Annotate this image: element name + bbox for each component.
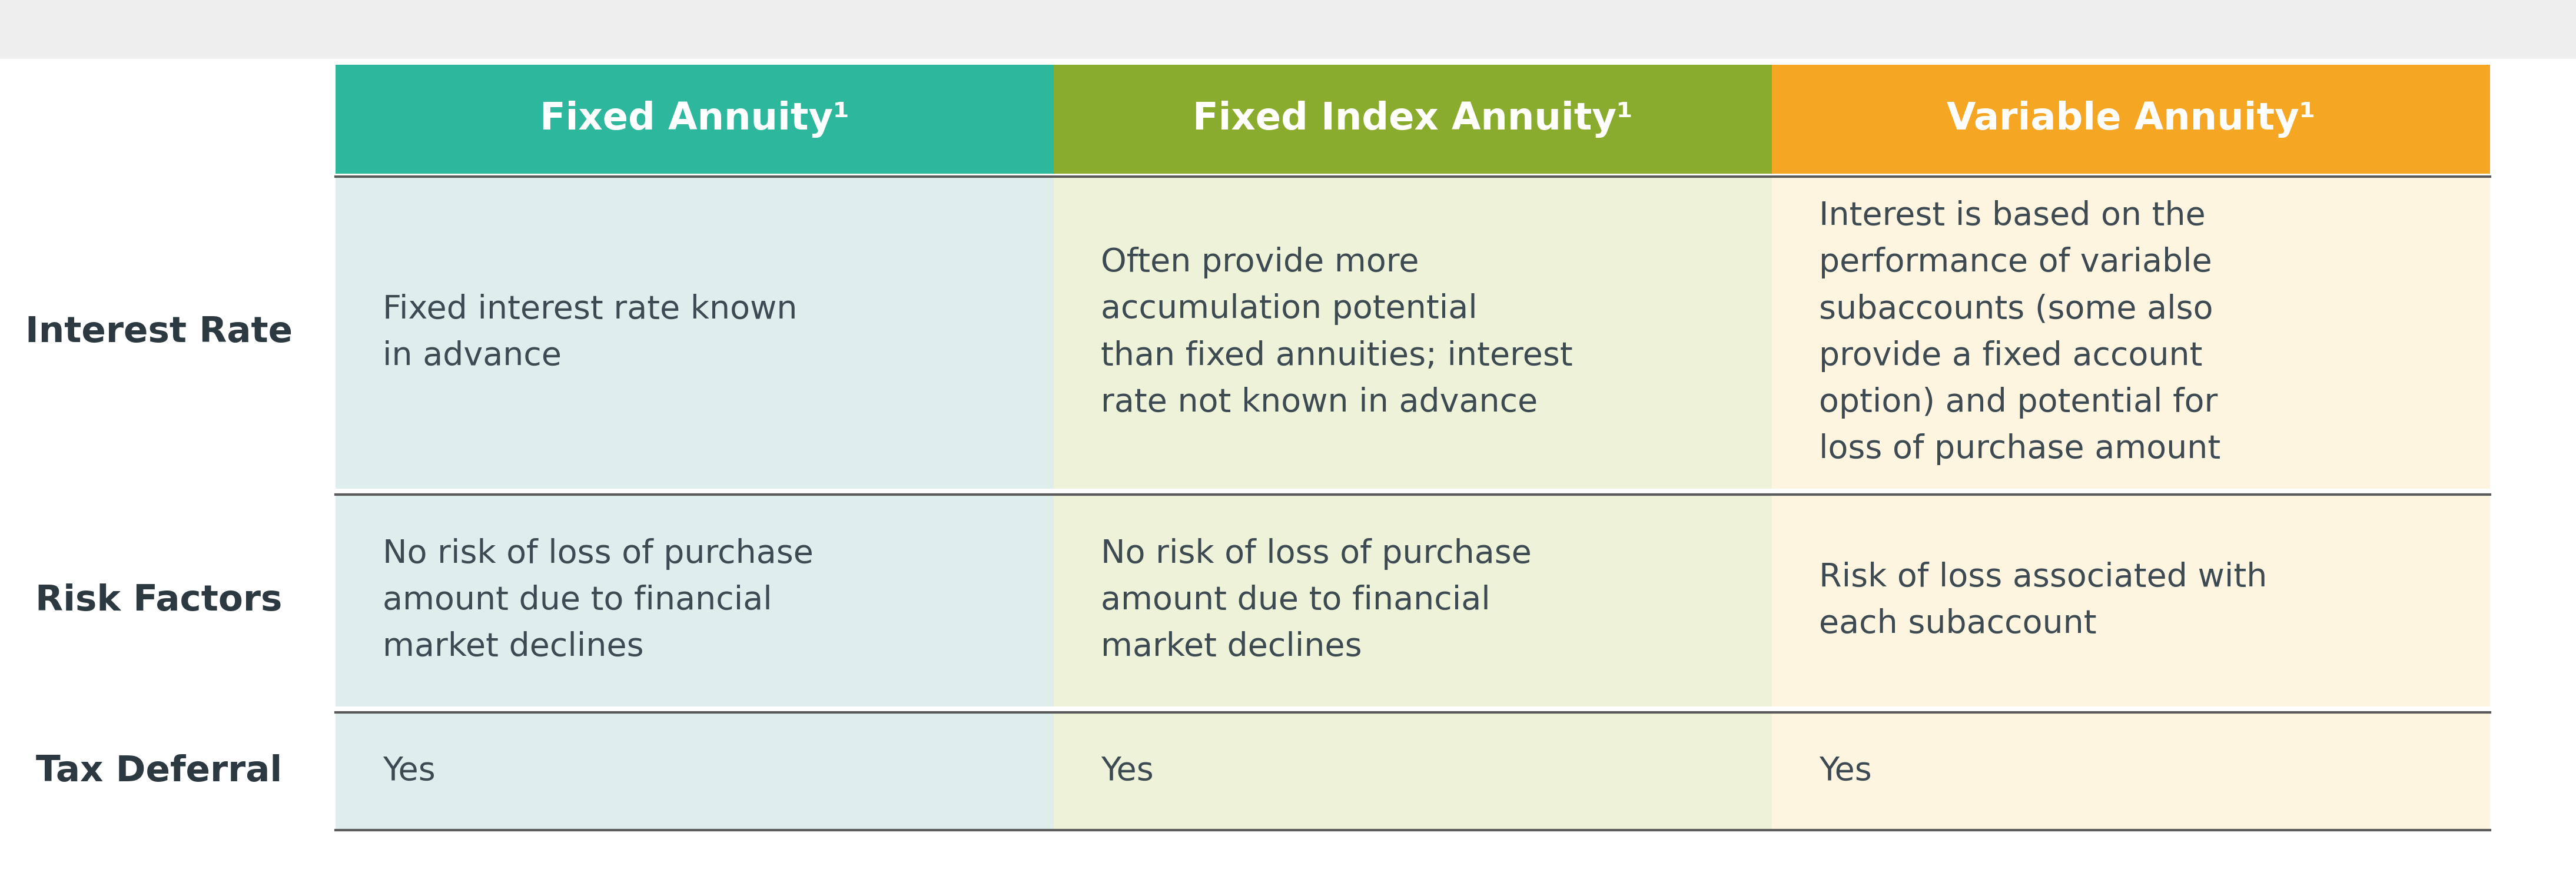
Bar bbox=[335, 712, 1054, 830]
Bar bbox=[335, 65, 1054, 173]
Text: Risk Factors: Risk Factors bbox=[36, 583, 283, 618]
Text: Interest is based on the
performance of variable
subaccounts (some also
provide : Interest is based on the performance of … bbox=[1819, 200, 2221, 465]
Text: Interest Rate: Interest Rate bbox=[26, 316, 294, 350]
Text: Fixed interest rate known
in advance: Fixed interest rate known in advance bbox=[384, 293, 799, 372]
Bar bbox=[1054, 712, 1772, 830]
Text: No risk of loss of purchase
amount due to financial
market declines: No risk of loss of purchase amount due t… bbox=[1100, 538, 1533, 663]
Text: Yes: Yes bbox=[1100, 756, 1154, 787]
Text: Fixed Index Annuity¹: Fixed Index Annuity¹ bbox=[1193, 100, 1633, 138]
Text: Yes: Yes bbox=[384, 756, 435, 787]
Text: No risk of loss of purchase
amount due to financial
market declines: No risk of loss of purchase amount due t… bbox=[384, 538, 814, 663]
Text: Risk of loss associated with
each subaccount: Risk of loss associated with each subacc… bbox=[1819, 561, 2267, 640]
Bar bbox=[1772, 177, 2491, 489]
Bar bbox=[335, 177, 1054, 489]
Bar bbox=[1054, 494, 1772, 707]
Bar bbox=[1772, 712, 2491, 830]
Bar bbox=[1772, 65, 2491, 173]
Bar bbox=[335, 494, 1054, 707]
Bar bbox=[1054, 177, 1772, 489]
Text: Yes: Yes bbox=[1819, 756, 1873, 787]
Text: Fixed Annuity¹: Fixed Annuity¹ bbox=[541, 100, 850, 138]
Bar bbox=[0, 0, 2576, 59]
Bar bbox=[1772, 494, 2491, 707]
Bar bbox=[335, 65, 2491, 830]
Text: Often provide more
accumulation potential
than fixed annuities; interest
rate no: Often provide more accumulation potentia… bbox=[1100, 247, 1574, 419]
Text: Variable Annuity¹: Variable Annuity¹ bbox=[1947, 100, 2316, 138]
Text: Tax Deferral: Tax Deferral bbox=[36, 754, 281, 789]
Bar bbox=[1054, 65, 1772, 173]
